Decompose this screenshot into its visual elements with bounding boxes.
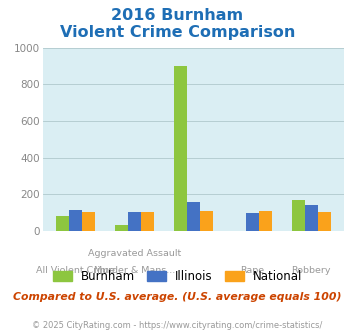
Bar: [259, 211, 272, 231]
Text: Murder & Mans...: Murder & Mans...: [94, 266, 175, 275]
Text: Rape: Rape: [240, 266, 264, 275]
Bar: [318, 212, 331, 231]
Bar: [292, 200, 305, 231]
Text: Aggravated Assault: Aggravated Assault: [88, 249, 181, 258]
Bar: [305, 205, 318, 231]
Bar: [174, 66, 187, 231]
Bar: [115, 225, 128, 231]
Text: Violent Crime Comparison: Violent Crime Comparison: [60, 25, 295, 40]
Bar: [69, 210, 82, 231]
Bar: [141, 212, 154, 231]
Text: 2016 Burnham: 2016 Burnham: [111, 8, 244, 23]
Text: © 2025 CityRating.com - https://www.cityrating.com/crime-statistics/: © 2025 CityRating.com - https://www.city…: [32, 321, 323, 330]
Bar: [128, 212, 141, 231]
Text: Compared to U.S. average. (U.S. average equals 100): Compared to U.S. average. (U.S. average …: [13, 292, 342, 302]
Bar: [82, 212, 95, 231]
Legend: Burnham, Illinois, National: Burnham, Illinois, National: [48, 265, 307, 287]
Bar: [200, 211, 213, 231]
Text: All Violent Crime: All Violent Crime: [36, 266, 115, 275]
Bar: [187, 202, 200, 231]
Bar: [56, 216, 69, 231]
Text: Robbery: Robbery: [291, 266, 331, 275]
Bar: [246, 213, 259, 231]
